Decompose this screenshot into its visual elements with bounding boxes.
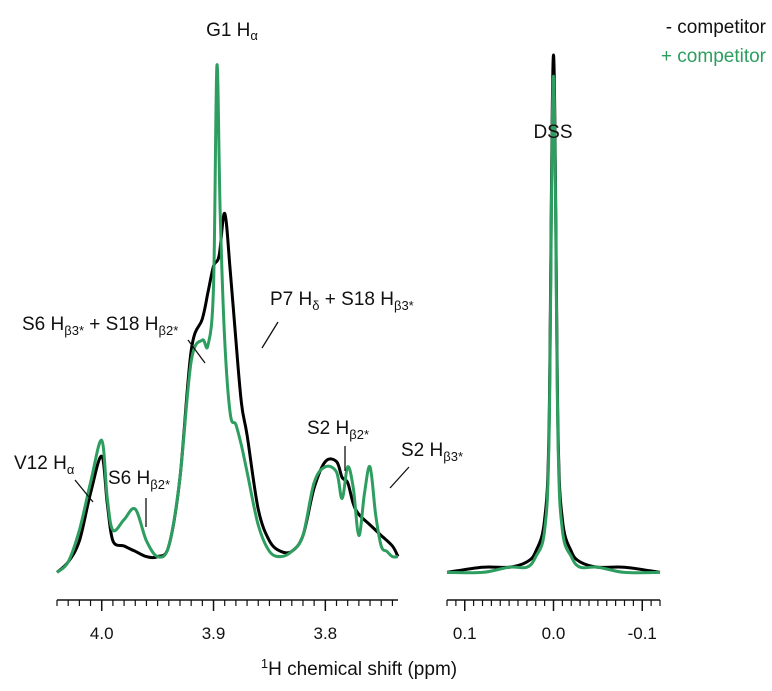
right-spectrum-panel [446, 53, 661, 575]
annotation-p7-s18: P7 Hδ + S18 Hβ3* [270, 289, 414, 313]
annotation-s6-hbeta2: S6 Hβ2* [108, 468, 170, 492]
annotation-s2-hbeta2: S2 Hβ2* [307, 418, 369, 442]
left-series-plus-competitor-line [56, 63, 399, 574]
left-tick-label: 3.8 [314, 624, 338, 643]
right-tick-label: 0.1 [453, 624, 477, 643]
annotation-g1-halpha: G1 Hα [206, 20, 258, 43]
x-axis-label: 1H chemical shift (ppm) [261, 656, 457, 680]
annotation-v12-leader [74, 479, 94, 503]
right-tick-label: 0.0 [542, 624, 566, 643]
annotation-s2-hbeta3-leader [389, 466, 410, 489]
annotation-p7-s18-leader [261, 321, 279, 349]
right-series-plus-competitor-line [446, 74, 661, 575]
annotation-v12-halpha: V12 Hα [14, 453, 75, 477]
annotation-s6-s18-leader [187, 339, 206, 364]
annotation-s6-s18: S6 Hβ3* + S18 Hβ2* [22, 314, 178, 338]
axis-ticks: 4.0 3.9 3.8 0.1 0.0 -0.1 [56, 600, 661, 643]
left-spectrum-panel [56, 63, 400, 574]
annotation-dss: DSS [533, 122, 572, 143]
legend-minus-competitor: - competitor [666, 17, 767, 38]
legend-plus-competitor: + competitor [661, 46, 767, 67]
left-tick-label: 4.0 [90, 624, 114, 643]
left-tick-label: 3.9 [202, 624, 226, 643]
right-series-minus-competitor-line [446, 53, 661, 574]
right-tick-label: -0.1 [628, 624, 657, 643]
annotation-s2-hbeta3: S2 Hβ3* [401, 440, 463, 464]
